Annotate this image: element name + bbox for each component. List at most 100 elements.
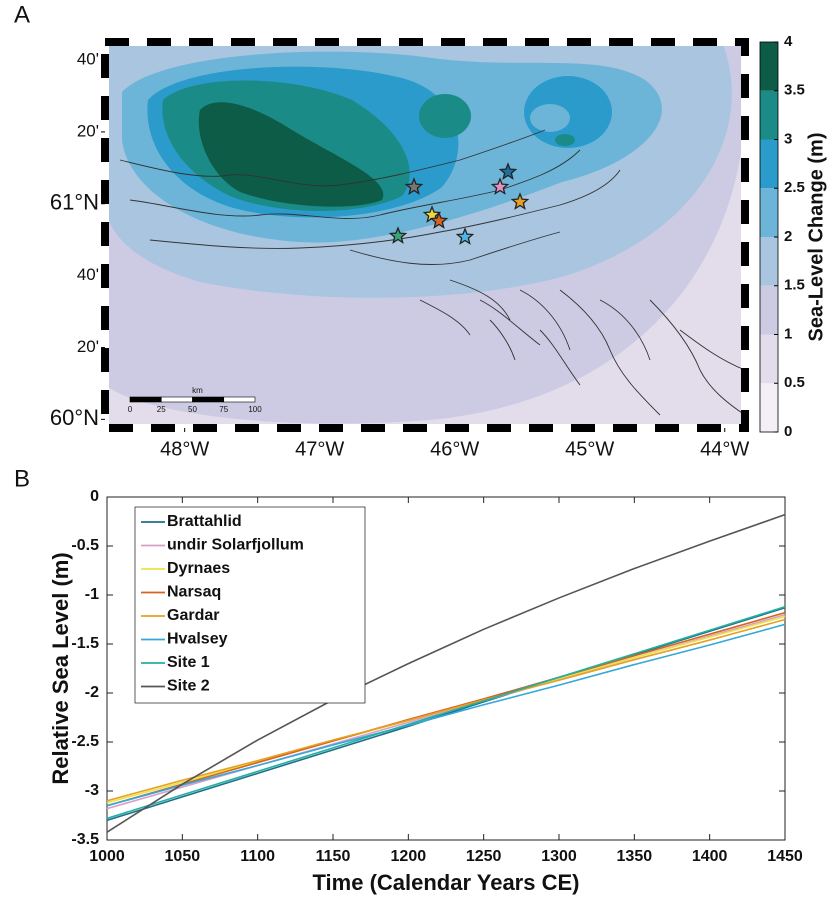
x-tick-label: 1400 (692, 848, 728, 865)
y-tick-label: 60°N (50, 405, 99, 430)
x-tick-label: 1150 (316, 848, 351, 865)
y-tick-label: -1.5 (71, 635, 99, 652)
scalebar-segment (160, 396, 193, 403)
x-tick-label: 1350 (617, 848, 653, 865)
legend-label: Hvalsey (167, 631, 228, 648)
legend-label: Narsaq (167, 584, 221, 601)
site-star (429, 211, 449, 229)
scalebar-segment (223, 396, 256, 403)
panel-label: A (14, 1, 30, 28)
map-annotations: 48°W 47°W 46°W 45°W 44°W 60°N 20' 40' 61°N 20' 40'… (50, 33, 827, 460)
colorbar-tick-label: 1 (784, 325, 792, 342)
contour (419, 94, 471, 138)
site-star (498, 162, 518, 180)
legend-label: Brattahlid (167, 513, 242, 530)
site-star (388, 226, 408, 244)
y-tick-label: -2.5 (71, 733, 99, 750)
scalebar-label: 0 (128, 405, 133, 414)
y-tick-label: 20' (77, 121, 99, 140)
colorbar-label: Sea-Level Change (m) (805, 133, 827, 342)
site-stars (388, 162, 530, 245)
x-tick-label: 1300 (541, 848, 577, 865)
site-star (510, 192, 530, 210)
site-star (404, 177, 424, 195)
y-tick-label: 0 (90, 488, 99, 505)
x-tick-label: 45°W (565, 438, 614, 460)
scalebar-segment (129, 396, 162, 403)
contour (198, 102, 384, 207)
scalebar-label: 25 (157, 405, 166, 414)
y-tick-label: -0.5 (71, 537, 99, 554)
colorbar-tick-label: 0.5 (784, 374, 805, 391)
series-line (106, 605, 786, 820)
scalebar-label: 75 (219, 405, 228, 414)
colorbar-band (760, 285, 778, 335)
x-tick-label: 48°W (160, 438, 209, 460)
x-tick-label: 1000 (89, 848, 125, 865)
site-star (490, 177, 510, 195)
series-line (106, 606, 786, 822)
site-star (455, 227, 475, 245)
x-tick-label: 44°W (700, 438, 749, 460)
scalebar-label: 100 (248, 405, 262, 414)
y-axis-label: Relative Sea Level (m) (48, 552, 73, 784)
colorbar-band (760, 334, 778, 384)
legend-label: undir Solarfjollum (167, 537, 304, 554)
colorbar-tick-label: 0 (784, 423, 792, 440)
colorbar-tick-label: 1.5 (784, 277, 805, 294)
colorbar-tick-label: 3 (784, 130, 792, 147)
contour (555, 134, 575, 146)
legend-label: Site 2 (167, 678, 210, 695)
y-tick-label: -1 (85, 586, 99, 603)
y-tick-label: -2 (85, 684, 99, 701)
legend-label: Site 1 (167, 654, 210, 671)
colorbar-band (760, 188, 778, 237)
x-tick-label: 1050 (165, 848, 201, 865)
coastline (559, 289, 745, 416)
y-tick-label: -3.5 (71, 831, 99, 848)
colorbar-band (760, 90, 778, 140)
series-line (106, 623, 786, 807)
coastline (149, 169, 621, 249)
coastline (119, 129, 546, 187)
line-chart: 1000 1050 1100 1150 1200 1250 1300 1350 1400 1450… (48, 488, 803, 895)
colorbar-tick-label: 2.5 (784, 179, 805, 196)
scalebar-segment (192, 396, 225, 403)
x-tick-label: 1250 (466, 848, 502, 865)
scalebar-unit: km (192, 386, 203, 395)
y-tick-label: 61°N (50, 190, 99, 215)
colorbar-tick-label: 2 (784, 228, 792, 245)
scalebar-label: 50 (188, 405, 197, 414)
x-tick-label: 47°W (295, 438, 344, 460)
coastline (419, 299, 581, 386)
panel-label: B (14, 465, 30, 492)
contour (530, 104, 570, 132)
legend-box (134, 506, 366, 704)
y-tick-label: 20' (77, 337, 99, 356)
series-line (106, 513, 786, 833)
coastline (129, 149, 581, 219)
x-tick-label: 1100 (240, 848, 275, 865)
map-frame (101, 38, 749, 432)
x-tick-label: 46°W (430, 438, 479, 460)
colorbar-tick-label: 4 (784, 33, 793, 50)
colorbar-band (760, 139, 778, 189)
x-tick-label: 1200 (391, 848, 427, 865)
colorbar-band (760, 237, 778, 286)
y-tick-label: 40' (77, 265, 99, 284)
legend-label: Gardar (167, 607, 219, 624)
colorbar-band (760, 42, 778, 91)
series-line (106, 618, 786, 802)
y-tick-label: 40' (77, 49, 99, 68)
legend-label: Dyrnaes (167, 560, 230, 577)
coastline (349, 231, 571, 351)
series-line (106, 611, 786, 807)
map-area (105, 42, 745, 428)
x-axis-label: Time (Calendar Years CE) (313, 870, 580, 895)
colorbar-band (760, 383, 778, 432)
x-tick-label: 1450 (767, 848, 803, 865)
y-tick-label: -3 (85, 782, 99, 799)
colorbar-tick-label: 3.5 (784, 82, 805, 99)
plot-frame (106, 496, 786, 841)
